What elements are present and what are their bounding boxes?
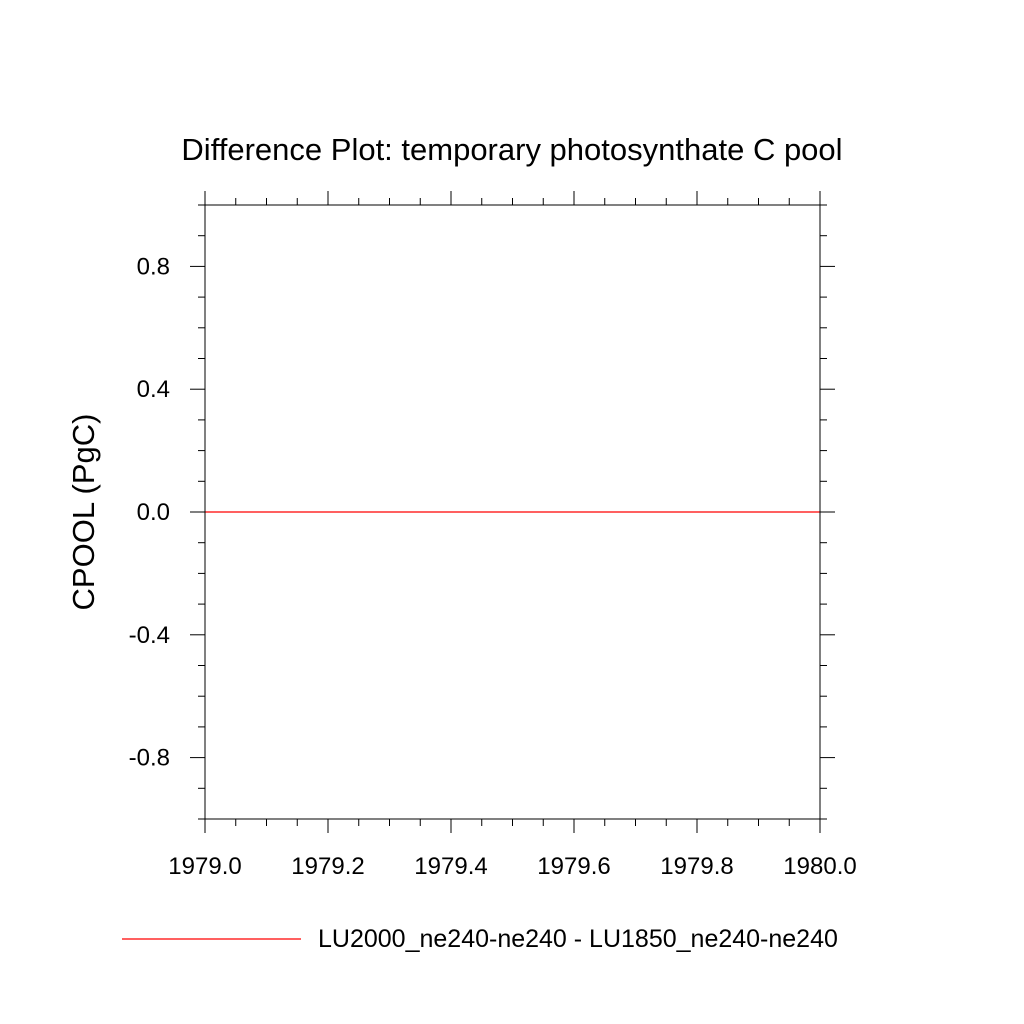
- y-tick-label: -0.4: [129, 622, 170, 649]
- x-tick-label: 1979.8: [660, 853, 733, 880]
- legend-label: LU2000_ne240-ne240 - LU1850_ne240-ne240: [318, 925, 838, 953]
- y-tick-label: 0.8: [137, 253, 170, 280]
- x-tick-label: 1980.0: [783, 853, 856, 880]
- plot-frame: [204, 204, 821, 820]
- y-tick-label: 0.0: [137, 499, 170, 526]
- x-tick-label: 1979.4: [414, 853, 487, 880]
- y-tick-label: 0.4: [137, 376, 170, 403]
- x-tick-label: 1979.2: [291, 853, 364, 880]
- x-tick-label: 1979.0: [168, 853, 241, 880]
- axis-tick-labels: 1979.0 1979.2 1979.4 1979.6 1979.8 1980.0 -0.8…: [129, 253, 857, 880]
- chart-title: Difference Plot: temporary photosynthate…: [181, 132, 842, 167]
- y-axis-label: CPOOL (PgC): [66, 414, 101, 611]
- y-tick-label: -0.8: [129, 745, 170, 772]
- x-tick-label: 1979.6: [537, 853, 610, 880]
- legend: LU2000_ne240-ne240 - LU1850_ne240-ne240: [122, 925, 838, 953]
- axis-ticks: [190, 191, 835, 833]
